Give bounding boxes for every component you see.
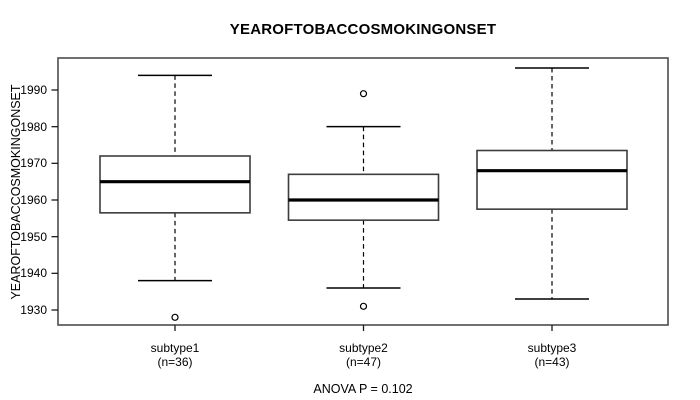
y-tick-label: 1970 — [20, 156, 47, 171]
y-tick-label: 1940 — [20, 266, 47, 281]
x-group-label-subtype1: subtype1 (n=36) — [110, 341, 240, 369]
iqr-box-subtype2 — [287, 173, 440, 221]
iqr-box-subtype1 — [99, 155, 251, 214]
outlier-point-subtype2 — [359, 302, 368, 310]
y-tick-label: 1980 — [20, 119, 47, 134]
y-tick-label: 1960 — [20, 193, 47, 207]
y-tick-label: 1930 — [20, 303, 47, 317]
group-name-label: subtype3 — [527, 341, 577, 355]
group-n-label: (n=47) — [345, 355, 382, 369]
iqr-box-subtype3 — [476, 149, 628, 210]
anova-annotation: ANOVA P = 0.102 — [313, 382, 413, 396]
group-n-label: (n=36) — [157, 355, 193, 369]
y-tick-label: 1950 — [20, 229, 47, 244]
x-group-label-subtype3: subtype3 (n=43) — [487, 341, 617, 369]
chart-title: YEAROFTOBACCOSMOKINGONSET — [229, 21, 497, 38]
x-group-label-subtype2: subtype2 (n=47) — [299, 341, 429, 369]
y-tick-label: 1990 — [20, 83, 47, 97]
group-n-label: (n=43) — [534, 355, 570, 369]
outlier-point-subtype1 — [171, 313, 179, 321]
group-name-label: subtype1 — [150, 341, 200, 355]
outlier-point-subtype2 — [359, 90, 368, 98]
group-name-label: subtype2 — [339, 341, 388, 355]
